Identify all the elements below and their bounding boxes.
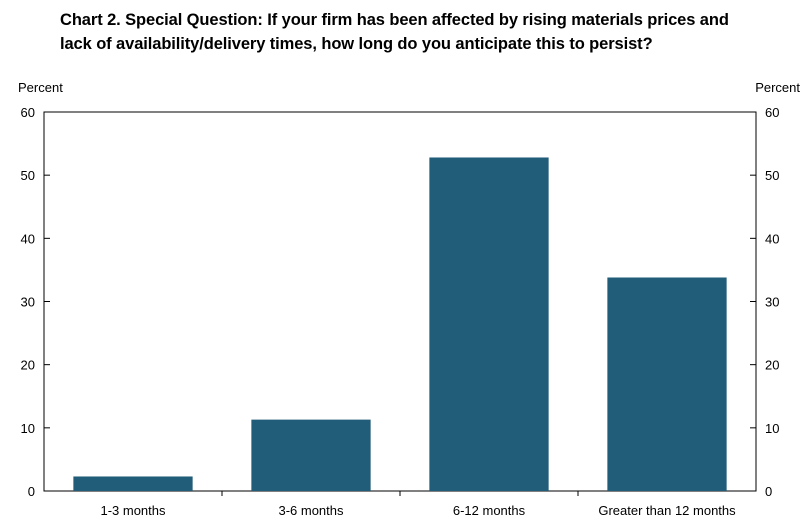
x-tick-label: 6-12 months xyxy=(453,503,526,518)
y-axis-label-right: Percent xyxy=(755,80,800,95)
chart-title-line-2: lack of availability/delivery times, how… xyxy=(60,35,653,53)
y-tick-label-right: 30 xyxy=(765,295,779,310)
y-axis-right: 0 10 20 30 40 50 60 xyxy=(750,105,779,499)
x-tick-label: Greater than 12 months xyxy=(598,503,736,518)
bar xyxy=(429,157,549,492)
bar xyxy=(251,419,371,491)
y-axis-left: 0 10 20 30 40 50 60 xyxy=(21,105,50,499)
chart-title: Chart 2. Special Question: If your firm … xyxy=(60,8,800,56)
y-tick-label-left: 40 xyxy=(21,231,35,246)
y-tick-label-right: 50 xyxy=(765,168,779,183)
y-tick-label-left: 0 xyxy=(28,484,35,499)
bars xyxy=(73,157,727,492)
x-tick-label: 3-6 months xyxy=(278,503,344,518)
y-tick-label-left: 20 xyxy=(21,358,35,373)
x-tick-label: 1-3 months xyxy=(100,503,166,518)
y-tick-label-right: 10 xyxy=(765,421,779,436)
bar xyxy=(73,476,193,491)
y-tick-label-right: 60 xyxy=(765,105,779,120)
bar xyxy=(607,277,727,491)
y-tick-label-left: 10 xyxy=(21,421,35,436)
y-tick-label-left: 30 xyxy=(21,295,35,310)
y-tick-label-right: 40 xyxy=(765,231,779,246)
chart-title-line-1: Chart 2. Special Question: If your firm … xyxy=(60,11,729,29)
x-axis: 1-3 months 3-6 months 6-12 months Greater t… xyxy=(100,491,736,518)
y-tick-label-right: 0 xyxy=(765,484,772,499)
y-tick-label-left: 50 xyxy=(21,168,35,183)
y-tick-label-left: 60 xyxy=(21,105,35,120)
y-axis-label-left: Percent xyxy=(18,80,63,95)
y-tick-label-right: 20 xyxy=(765,358,779,373)
